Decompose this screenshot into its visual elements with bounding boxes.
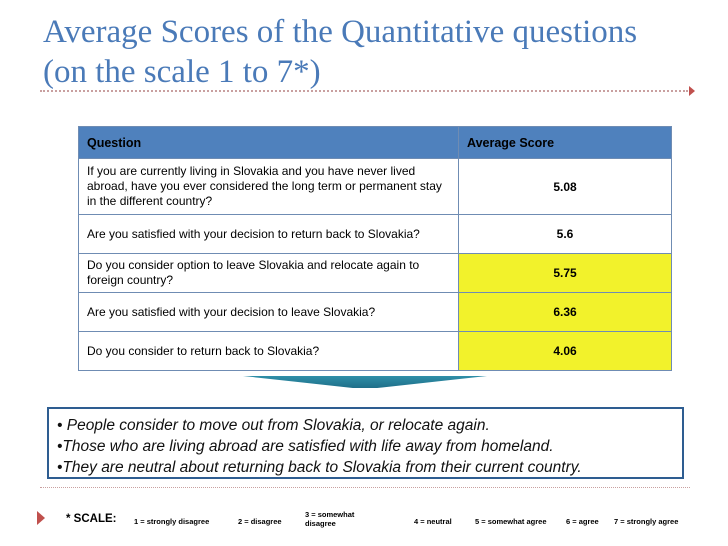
scale-item-5: 5 = somewhat agree <box>475 517 547 526</box>
title-divider <box>40 90 688 92</box>
scale-item-7: 7 = strongly agree <box>614 517 679 526</box>
summary-box: • People consider to move out from Slova… <box>47 407 684 479</box>
score-cell: 5.08 <box>458 158 672 215</box>
footer-divider <box>40 487 690 488</box>
scores-table: Question Average Score If you are curren… <box>78 126 672 371</box>
scale-item-6: 6 = agree <box>566 517 599 526</box>
header-average-score: Average Score <box>458 126 672 159</box>
corner-triangle-icon <box>689 86 695 96</box>
table-row: Are you satisfied with your decision to … <box>78 214 672 254</box>
slide-title: Average Scores of the Quantitative quest… <box>43 14 638 90</box>
scale-item-4: 4 = neutral <box>414 517 452 526</box>
question-cell: Do you consider to return back to Slovak… <box>78 331 459 371</box>
down-arrow-icon <box>243 376 487 388</box>
scale-item-1: 1 = strongly disagree <box>134 517 210 526</box>
summary-line-1: • People consider to move out from Slova… <box>57 417 490 434</box>
summary-line-3: •They are neutral about returning back t… <box>57 459 582 476</box>
table-row: If you are currently living in Slovakia … <box>78 158 672 215</box>
score-cell-highlighted: 6.36 <box>458 292 672 332</box>
header-question: Question <box>78 126 459 159</box>
footer-triangle-icon <box>37 511 45 525</box>
scale-item-2: 2 = disagree <box>238 517 282 526</box>
scale-label: * SCALE: <box>66 513 117 525</box>
table-header-row: Question Average Score <box>78 126 672 159</box>
table-row: Are you satisfied with your decision to … <box>78 292 672 332</box>
question-cell: Are you satisfied with your decision to … <box>78 292 459 332</box>
score-cell: 5.6 <box>458 214 672 254</box>
question-cell: Are you satisfied with your decision to … <box>78 214 459 254</box>
question-cell: Do you consider option to leave Slovakia… <box>78 253 459 293</box>
score-cell-highlighted: 5.75 <box>458 253 672 293</box>
question-cell: If you are currently living in Slovakia … <box>78 158 459 215</box>
score-cell-highlighted: 4.06 <box>458 331 672 371</box>
scale-legend: * SCALE: 1 = strongly disagree 2 = disag… <box>0 509 728 535</box>
table-row: Do you consider to return back to Slovak… <box>78 331 672 371</box>
table-row: Do you consider option to leave Slovakia… <box>78 253 672 293</box>
scale-item-3: 3 = somewhat disagree <box>305 510 355 528</box>
summary-line-2: •Those who are living abroad are satisfi… <box>57 438 554 455</box>
